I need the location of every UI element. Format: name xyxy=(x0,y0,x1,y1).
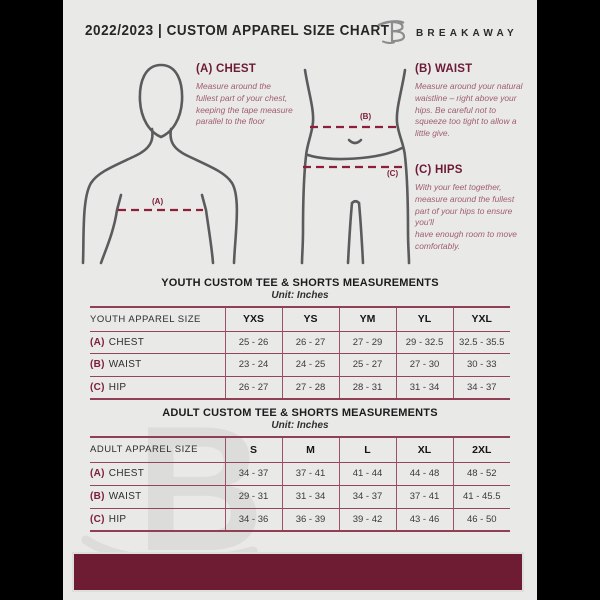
cell-value: 27 - 30 xyxy=(395,353,453,376)
hips-heading: (C) HIPS xyxy=(415,164,463,176)
cell-value: 36 - 39 xyxy=(281,508,339,531)
waist-instructions: Measure around your natural waistline – … xyxy=(415,81,523,139)
hips-instructions: With your feet together, measure around … xyxy=(415,182,517,251)
size-ys-header: YS xyxy=(281,307,339,331)
cell-value: 23 - 24 xyxy=(224,353,282,376)
youth-table-unit: Unit: Inches xyxy=(271,290,329,301)
cell-value: 31 - 34 xyxy=(395,376,453,399)
brand-lockup: BREAKAWAY xyxy=(377,17,518,44)
youth-waist-row: (B) WAIST 23 - 24 24 - 25 25 - 27 27 - 30… xyxy=(90,353,510,377)
hips-guide: (C) HIPS With your feet together, measur… xyxy=(415,164,527,253)
cell-value: 24 - 25 xyxy=(281,353,339,376)
size-yl-header: YL xyxy=(395,307,453,331)
youth-chest-row: (A) CHEST 25 - 26 26 - 27 27 - 29 29 - 32… xyxy=(90,331,510,354)
row-label: (B) WAIST xyxy=(90,354,225,377)
cell-value: 39 - 42 xyxy=(338,508,396,531)
size-yxs-header: YXS xyxy=(224,307,282,331)
cell-value: 26 - 27 xyxy=(224,376,282,399)
cell-value: 31 - 34 xyxy=(281,485,339,508)
waist-marker-label: (B) xyxy=(360,112,372,121)
row-name: WAIST xyxy=(108,359,142,371)
size-xl-header: XL xyxy=(395,437,453,462)
row-label: (C) HIP xyxy=(90,376,225,399)
cell-value: 27 - 29 xyxy=(338,331,396,354)
cell-value: 27 - 28 xyxy=(281,376,339,399)
youth-table-title: YOUTH CUSTOM TEE & SHORTS MEASUREMENTS xyxy=(161,277,439,289)
cell-value: 34 - 37 xyxy=(338,485,396,508)
adult-size-column-header: ADULT APPAREL SIZE xyxy=(90,444,198,456)
youth-size-column-header: YOUTH APPAREL SIZE xyxy=(90,313,201,325)
cell-value: 43 - 46 xyxy=(395,508,453,531)
cell-value: 32.5 - 35.5 xyxy=(452,331,510,354)
adult-waist-row: (B) WAIST 29 - 31 31 - 34 34 - 37 37 - 41… xyxy=(90,485,510,508)
row-name: CHEST xyxy=(108,468,145,479)
youth-size-table: YOUTH APPAREL SIZE YXS YS YM YL YXL (A) C… xyxy=(90,306,510,400)
size-yxl-header: YXL xyxy=(452,307,510,331)
hips-marker-label: (C) xyxy=(387,169,399,178)
adult-chest-row: (A) CHEST 34 - 37 37 - 41 41 - 44 44 - 48… xyxy=(90,462,510,485)
cell-value: 34 - 36 xyxy=(224,508,282,531)
cell-value: 34 - 37 xyxy=(452,376,510,399)
brand-name: BREAKAWAY xyxy=(416,28,518,39)
size-m-header: M xyxy=(281,437,339,462)
cell-value: 37 - 41 xyxy=(395,485,453,508)
cell-value: 37 - 41 xyxy=(281,462,339,485)
size-chart-page: B 2022/2023 | CUSTOM APPAREL SIZE CHART … xyxy=(63,0,537,600)
chest-guide: (A) CHEST Measure around the fullest par… xyxy=(196,63,295,128)
row-label: (A) CHEST xyxy=(90,331,225,354)
size-2xl-header: 2XL xyxy=(452,437,510,462)
adult-size-table: ADULT APPAREL SIZE S M L XL 2XL (A) CHEST… xyxy=(90,436,510,532)
row-prefix: (B) xyxy=(90,491,105,502)
youth-header-row: YOUTH APPAREL SIZE YXS YS YM YL YXL xyxy=(90,307,510,331)
chest-marker-label: (A) xyxy=(152,197,164,206)
cell-value: 41 - 45.5 xyxy=(452,485,510,508)
cell-value: 34 - 37 xyxy=(224,462,282,485)
lower-body-figure xyxy=(300,68,411,265)
row-name: CHEST xyxy=(108,336,145,348)
row-prefix: (C) xyxy=(90,381,105,393)
adult-table-unit: Unit: Inches xyxy=(271,420,329,431)
waist-heading: (B) WAIST xyxy=(415,63,473,75)
cell-value: 48 - 52 xyxy=(452,462,510,485)
row-label: (B) WAIST xyxy=(90,485,225,508)
cell-value: 46 - 50 xyxy=(452,508,510,531)
cell-value: 29 - 32.5 xyxy=(395,331,453,354)
row-prefix: (C) xyxy=(90,513,105,525)
upper-body-figure xyxy=(81,63,239,265)
size-l-header: L xyxy=(338,437,396,462)
row-label: (A) CHEST xyxy=(90,462,225,485)
row-prefix: (B) xyxy=(90,359,105,371)
chest-heading: (A) CHEST xyxy=(196,63,256,75)
adult-table-title: ADULT CUSTOM TEE & SHORTS MEASUREMENTS xyxy=(162,407,438,419)
cell-value: 44 - 48 xyxy=(395,462,453,485)
row-label: (C) HIP xyxy=(90,508,225,531)
size-ym-header: YM xyxy=(338,307,396,331)
row-prefix: (A) xyxy=(90,468,105,479)
row-name: HIP xyxy=(108,513,127,525)
breakaway-logo-icon xyxy=(377,20,406,44)
row-name: WAIST xyxy=(108,491,142,502)
cell-value: 26 - 27 xyxy=(281,331,339,354)
page-title: 2022/2023 | CUSTOM APPAREL SIZE CHART xyxy=(85,22,390,39)
cell-value: 25 - 27 xyxy=(338,353,396,376)
waist-guide: (B) WAIST Measure around your natural wa… xyxy=(415,63,527,140)
cell-value: 28 - 31 xyxy=(338,376,396,399)
size-s-header: S xyxy=(224,437,282,462)
row-prefix: (A) xyxy=(90,336,105,348)
footer-bar xyxy=(72,552,524,592)
cell-value: 41 - 44 xyxy=(338,462,396,485)
cell-value: 30 - 33 xyxy=(452,353,510,376)
row-name: HIP xyxy=(108,381,127,393)
youth-hip-row: (C) HIP 26 - 27 27 - 28 28 - 31 31 - 34 3… xyxy=(90,376,510,399)
adult-hip-row: (C) HIP 34 - 36 36 - 39 39 - 42 43 - 46 4… xyxy=(90,508,510,531)
adult-header-row: ADULT APPAREL SIZE S M L XL 2XL xyxy=(90,437,510,462)
cell-value: 29 - 31 xyxy=(224,485,282,508)
chest-instructions: Measure around the fullest part of your … xyxy=(196,81,293,127)
cell-value: 25 - 26 xyxy=(224,331,282,354)
